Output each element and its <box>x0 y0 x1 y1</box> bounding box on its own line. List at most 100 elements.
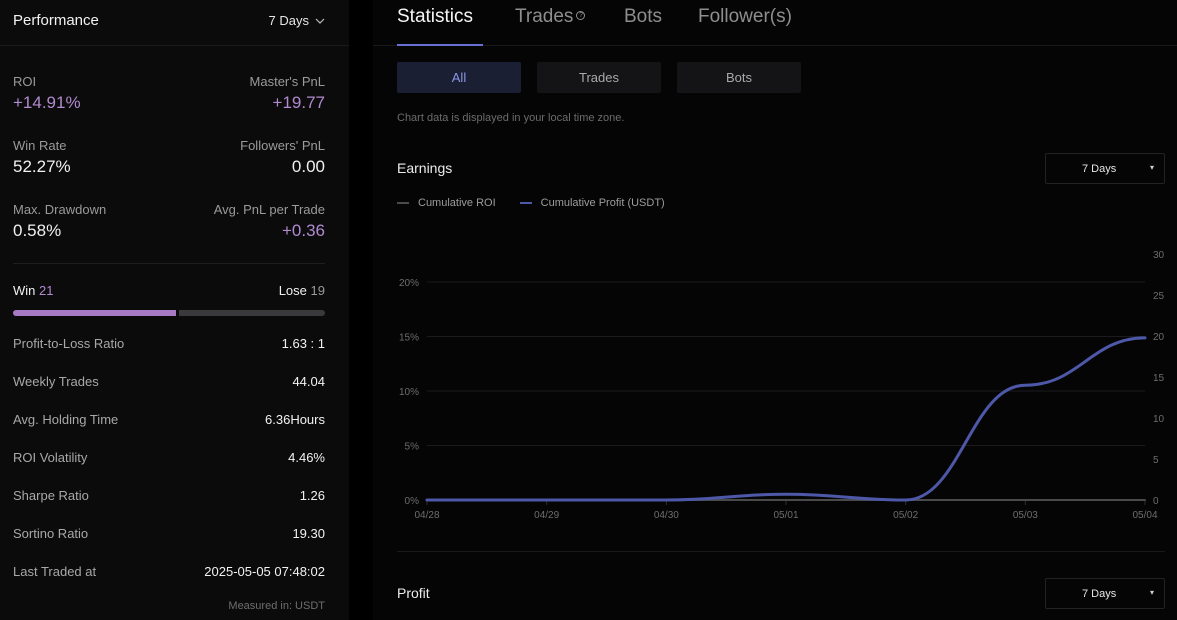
performance-header: Performance 7 Days <box>13 12 325 32</box>
performance-row-label: Last Traded at <box>13 564 97 579</box>
y-right-tick-label: 20 <box>1153 332 1165 343</box>
y-left-tick-label: 5% <box>405 442 420 453</box>
performance-panel: Performance 7 Days ROI +14.91% Master's … <box>0 0 349 620</box>
drawdown-label: Max. Drawdown <box>13 202 107 217</box>
earnings-chart[interactable]: 0% 5% 10% 15% 20% 0 5 10 15 20 25 30 04/28 04/29 04/30… <box>373 240 1177 530</box>
lose-summary: Lose 19 <box>279 283 325 298</box>
performance-row-value: 44.04 <box>292 374 325 389</box>
performance-row-value: 19.30 <box>292 526 325 541</box>
win-count: 21 <box>39 283 54 298</box>
segment-all[interactable]: All <box>397 62 521 93</box>
performance-row-label: Weekly Trades <box>13 374 99 389</box>
legend-swatch-roi <box>397 202 409 204</box>
followers-pnl-value: 0.00 <box>291 157 325 176</box>
tab-bots[interactable]: Bots <box>624 6 663 27</box>
profit-range-dropdown[interactable]: 7 Days ▾ <box>1045 578 1165 609</box>
tab-followers[interactable]: Follower(s) <box>698 6 792 27</box>
earnings-range-label: 7 Days <box>1082 163 1117 175</box>
performance-range-dropdown[interactable]: 7 Days <box>269 13 325 28</box>
avg-pnl-stat: Avg. PnL per Trade +0.36 <box>165 202 325 241</box>
win-rate-label: Win Rate <box>13 138 67 153</box>
drawdown-stat: Max. Drawdown 0.58% <box>13 202 173 241</box>
win-label: Win <box>13 283 36 298</box>
roi-label: ROI <box>13 74 37 89</box>
followers-pnl-label: Followers' PnL <box>240 138 325 153</box>
avg-pnl-label: Avg. PnL per Trade <box>213 202 325 217</box>
legend-item-profit[interactable]: Cumulative Profit (USDT) <box>519 197 665 209</box>
performance-title: Performance <box>13 12 99 29</box>
performance-row: Profit-to-Loss Ratio 1.63 : 1 <box>13 336 325 354</box>
performance-row: ROI Volatility 4.46% <box>13 450 325 468</box>
info-icon: ? <box>576 11 586 20</box>
profit-title: Profit <box>397 585 430 601</box>
performance-row-label: Sharpe Ratio <box>13 488 89 503</box>
performance-row: Sharpe Ratio 1.26 <box>13 488 325 506</box>
caret-down-icon: ▾ <box>1149 588 1154 597</box>
master-pnl-stat: Master's PnL +19.77 <box>165 74 325 113</box>
tab-bar: Statistics Trades? Bots Follower(s) <box>373 0 1177 46</box>
divider <box>13 263 325 264</box>
divider <box>397 551 1165 552</box>
y-right-tick-label: 25 <box>1153 291 1165 302</box>
caret-down-icon: ▾ <box>1149 163 1154 172</box>
performance-row: Last Traded at 2025-05-05 07:48:02 <box>13 564 325 582</box>
tab-statistics[interactable]: Statistics <box>397 6 474 27</box>
win-rate-value: 52.27% <box>13 157 71 176</box>
performance-row-label: ROI Volatility <box>13 450 88 465</box>
tab-trades-label: Trades <box>515 6 574 27</box>
x-tick-label: 05/02 <box>893 510 918 521</box>
performance-row-label: Avg. Holding Time <box>13 412 119 427</box>
main-panel: Statistics Trades? Bots Follower(s) All … <box>373 0 1177 620</box>
chevron-down-icon <box>315 18 325 24</box>
roi-value: +14.91% <box>13 93 81 112</box>
performance-row-value: 1.63 : 1 <box>281 336 325 351</box>
master-pnl-label: Master's PnL <box>249 74 325 89</box>
y-left-tick-label: 20% <box>399 278 419 289</box>
avg-pnl-value: +0.36 <box>281 221 325 240</box>
x-tick-label: 05/04 <box>1132 510 1157 521</box>
lose-bar-fill <box>179 310 325 316</box>
roi-stat: ROI +14.91% <box>13 74 173 113</box>
legend-item-roi[interactable]: Cumulative ROI <box>397 197 496 209</box>
earnings-range-dropdown[interactable]: 7 Days ▾ <box>1045 153 1165 184</box>
y-left-tick-label: 15% <box>399 333 419 344</box>
earnings-title: Earnings <box>397 160 453 176</box>
performance-row: Weekly Trades 44.04 <box>13 374 325 392</box>
profit-range-label: 7 Days <box>1082 588 1117 600</box>
win-lose-bar <box>13 310 325 316</box>
performance-row: Sortino Ratio 19.30 <box>13 526 325 544</box>
master-pnl-value: +19.77 <box>272 93 325 112</box>
win-summary: Win 21 <box>13 283 53 298</box>
legend-swatch-profit <box>519 202 532 204</box>
legend-label-profit: Cumulative Profit (USDT) <box>540 197 665 209</box>
y-right-tick-label: 30 <box>1153 250 1165 261</box>
win-lose-summary: Win 21 Lose 19 <box>13 283 325 301</box>
followers-pnl-stat: Followers' PnL 0.00 <box>165 138 325 177</box>
performance-range-label: 7 Days <box>268 13 309 28</box>
performance-row-value: 2025-05-05 07:48:02 <box>204 564 325 579</box>
legend-label-roi: Cumulative ROI <box>418 197 496 209</box>
x-tick-label: 05/01 <box>773 510 798 521</box>
performance-row: Avg. Holding Time 6.36Hours <box>13 412 325 430</box>
performance-row-label: Profit-to-Loss Ratio <box>13 336 125 351</box>
win-rate-stat: Win Rate 52.27% <box>13 138 173 177</box>
divider <box>0 45 349 46</box>
segment-trades[interactable]: Trades <box>537 62 661 93</box>
performance-row-value: 6.36Hours <box>265 412 325 427</box>
win-bar-fill <box>13 310 176 316</box>
x-tick-label: 04/30 <box>654 510 679 521</box>
y-right-tick-label: 10 <box>1153 414 1165 425</box>
series-line-cumulative-profit <box>425 336 1147 502</box>
lose-label: Lose <box>278 283 307 298</box>
active-tab-indicator <box>397 44 483 46</box>
y-right-tick-label: 5 <box>1153 455 1159 466</box>
y-left-tick-label: 10% <box>399 387 419 398</box>
tab-trades[interactable]: Trades? <box>515 6 586 28</box>
y-left-tick-label: 0% <box>405 496 420 507</box>
x-tick-label: 05/03 <box>1013 510 1038 521</box>
performance-row-value: 1.26 <box>299 488 325 503</box>
chart-legend: Cumulative ROI Cumulative Profit (USDT) <box>397 197 665 209</box>
segment-bots[interactable]: Bots <box>677 62 801 93</box>
performance-row-value: 4.46% <box>288 450 325 465</box>
y-right-tick-label: 15 <box>1153 373 1165 384</box>
